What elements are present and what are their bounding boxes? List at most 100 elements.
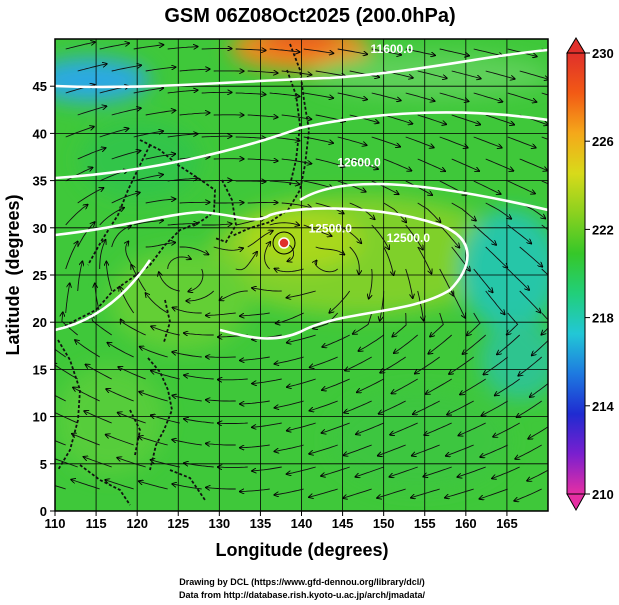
streamline [460,378,486,395]
streamline [541,92,548,96]
streamline [390,422,418,435]
streamline [473,268,493,292]
streamline [405,48,435,55]
streamline [206,312,236,315]
streamline [218,379,248,380]
streamline [235,181,266,182]
streamline [439,268,454,296]
streamline [111,108,141,116]
streamline [287,334,316,343]
contour-label: 11600.0 [371,42,414,56]
streamline [353,312,373,334]
streamline [530,383,548,397]
streamline [65,283,70,314]
streamline [428,334,453,354]
streamline [172,352,202,358]
streamline [275,269,304,272]
x-tick-label: 160 [455,516,477,531]
streamline [287,378,316,387]
streamline [519,70,548,79]
streamline [72,434,100,446]
streamline [349,158,378,169]
y-tick-label: 0 [40,504,47,519]
y-tick-label: 10 [33,410,47,425]
streamline [55,410,78,424]
streamline [247,231,273,248]
streamline [383,246,394,275]
x-axis-ticks: 110 115 120 125 130 135 140 145 150 155 160 165 [45,511,518,531]
streamline [120,287,135,314]
streamline [519,290,541,313]
streamline [146,293,168,314]
streamline [344,400,372,413]
streamline [206,444,236,446]
streamline [480,444,508,457]
streamline [485,114,514,125]
streamline [186,290,215,301]
streamline [105,480,134,490]
streamline [84,457,112,468]
streamline [337,136,367,145]
streamline [439,92,469,101]
streamline [206,400,236,401]
streamline [240,312,270,316]
streamline [77,64,107,72]
streamline [495,378,520,396]
streamline [380,356,406,373]
streamline [145,154,176,160]
streamline [337,92,367,100]
streamline [55,440,66,446]
streamline [133,220,164,226]
streamline [235,49,266,50]
contour-label: 12500.0 [387,231,431,245]
streamline [439,136,468,148]
lat-lon-grid [55,39,548,511]
streamline [451,290,466,318]
streamline [218,423,248,424]
streamline [65,205,88,226]
streamline [371,224,389,249]
streamline [106,389,134,402]
streamline [65,242,78,270]
x-tick-label: 125 [167,516,189,531]
streamline [55,458,78,468]
streamline [247,71,278,73]
colorbar-tick-label: 210 [592,487,614,502]
streamline [492,466,520,479]
streamline [315,261,338,273]
x-tick-label: 115 [86,516,107,531]
colorbar-bottom-arrow [566,493,586,512]
streamline [405,136,434,148]
streamline [206,488,236,490]
streamline [309,488,338,497]
streamline [415,356,440,374]
streamline [151,415,180,424]
streamline [507,92,537,102]
streamline [309,400,338,411]
streamline [315,70,346,76]
x-tick-label: 120 [126,516,148,531]
streamline [145,199,176,204]
streamline [449,356,474,374]
streamline [107,343,134,358]
streamline [140,347,168,358]
streamline [172,396,202,402]
streamline [310,356,338,367]
streamline [485,202,512,219]
contour-label: 12600.0 [337,155,381,169]
streamline [75,340,100,358]
x-tick-label: 155 [414,516,436,531]
streamline [133,131,163,138]
streamline [485,158,514,171]
plot-area: 12500.0 12500.0 12600.0 11600.0 [55,39,548,511]
streamline [118,413,146,424]
streamline [179,69,210,71]
streamline [111,151,141,160]
streamline [457,466,486,477]
streamline [252,378,282,384]
streamline [167,90,198,94]
streamline [240,356,270,360]
streamline [349,246,360,274]
y-tick-label: 5 [40,457,47,472]
